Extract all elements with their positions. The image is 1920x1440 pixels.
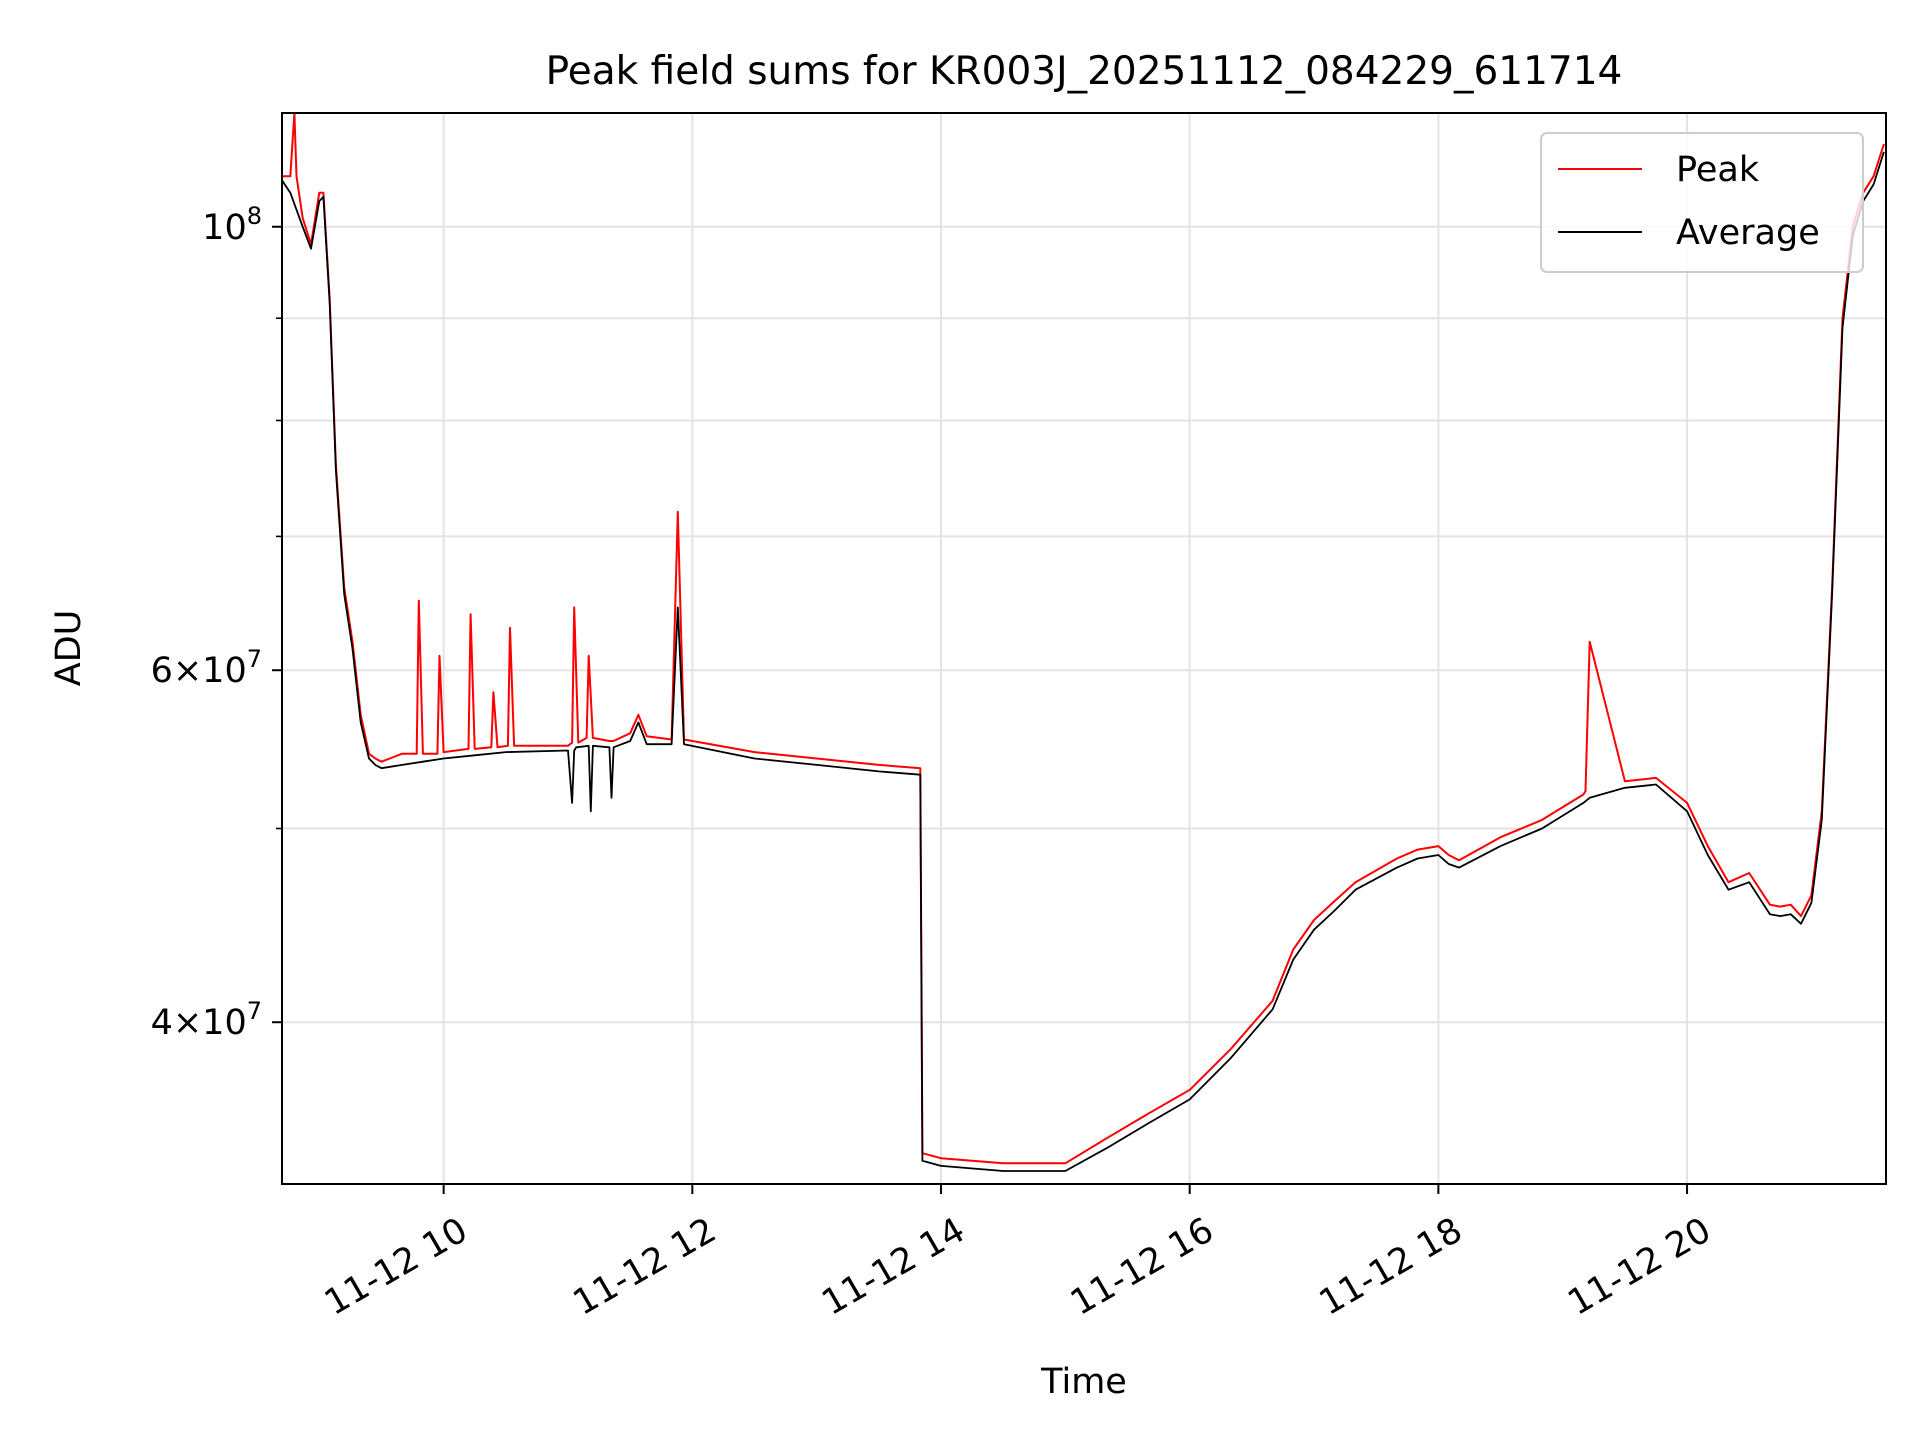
series-layer: [282, 113, 1885, 1172]
legend-label: Average: [1676, 213, 1820, 253]
y-tick-label: 4×107: [151, 997, 262, 1043]
y-tick-label: 108: [202, 202, 262, 248]
y-tick-label: 6×107: [151, 645, 262, 691]
legend-label: Peak: [1676, 150, 1760, 190]
x-axis-label: Time: [1040, 1362, 1127, 1402]
plot-frame: [281, 112, 1887, 1185]
y-axis: 4×107 6×107 108: [151, 202, 282, 1043]
series-line-average: [282, 151, 1885, 1172]
y-axis-label: ADU: [49, 610, 89, 687]
chart-title: Peak field sums for KR003J_20251112_0842…: [546, 49, 1623, 94]
grid-lines: [282, 113, 1886, 1184]
legend: Peak Average: [1540, 132, 1864, 273]
legend-box: [1540, 132, 1864, 273]
series-line-peak: [282, 113, 1885, 1165]
